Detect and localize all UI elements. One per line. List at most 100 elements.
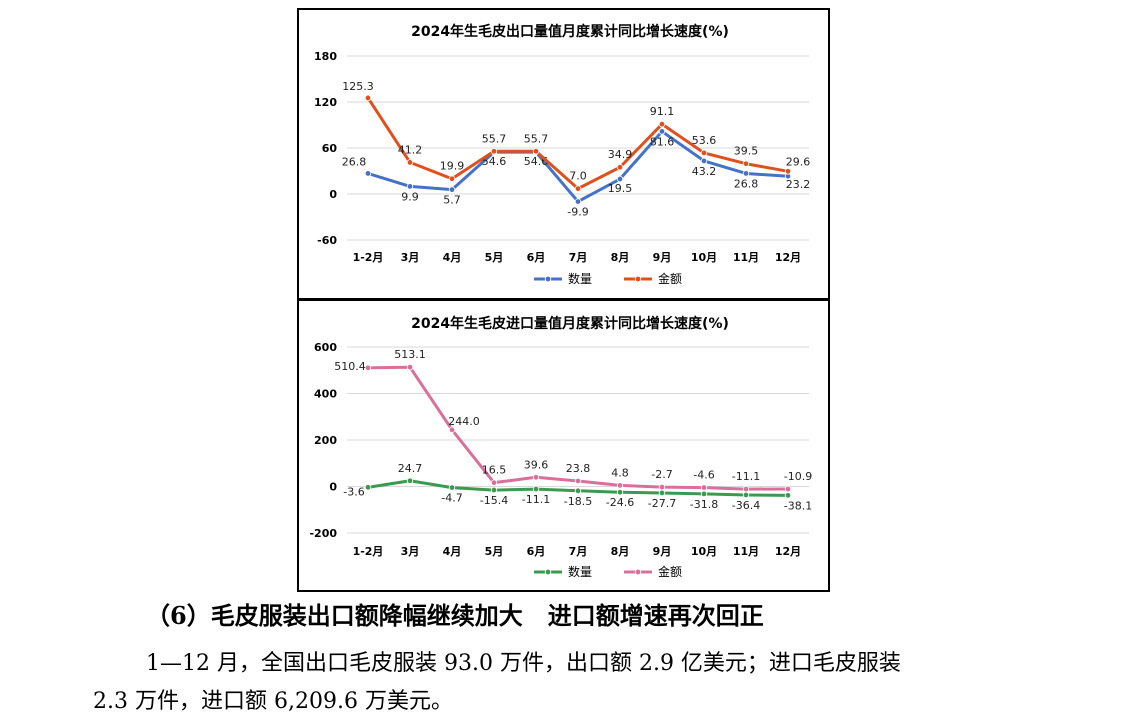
data-label: -11.1 (732, 470, 760, 483)
data-label: -4.6 (693, 469, 714, 482)
x-tick-label: 6月 (527, 545, 546, 558)
data-label: -15.4 (480, 494, 508, 507)
y-tick-label: -60 (317, 234, 337, 247)
x-tick-label: 12月 (775, 545, 801, 558)
data-label: 510.4 (334, 360, 366, 373)
data-point (784, 168, 792, 175)
data-point (616, 164, 624, 171)
data-point (574, 198, 582, 205)
data-label: 26.8 (734, 177, 759, 190)
data-point (742, 160, 750, 167)
data-point (658, 489, 666, 497)
data-point (364, 484, 372, 491)
y-tick-label: 200 (314, 434, 337, 447)
data-label: 54.6 (482, 155, 507, 168)
data-label: -10.9 (784, 470, 812, 483)
x-tick-label: 7月 (569, 545, 588, 558)
y-tick-label: 180 (314, 50, 337, 63)
data-label: 19.9 (440, 160, 465, 173)
data-point (574, 185, 582, 192)
data-label: 55.7 (524, 132, 549, 145)
data-label: 23.2 (786, 178, 811, 191)
data-label: -4.7 (441, 492, 462, 505)
data-label: 23.8 (566, 462, 591, 475)
data-point (574, 477, 582, 485)
x-tick-label: 8月 (611, 251, 630, 264)
data-label: 29.6 (786, 155, 811, 168)
data-point (784, 485, 792, 493)
legend-label: 金额 (658, 564, 682, 579)
data-label: 41.2 (398, 143, 423, 156)
section-heading: （6）毛皮服装出口额降幅继续加大 进口额增速再次回正 (146, 601, 764, 630)
import-chart: 2024年生毛皮进口量值月度累计同比增长速度(%) -200 0 200 400 600 1… (297, 299, 830, 592)
export-chart: 2024年生毛皮出口量值月度累计同比增长速度(%) -60 0 60 120 180 1-2… (297, 8, 830, 300)
x-tick-label: 3月 (401, 545, 420, 558)
data-point (532, 485, 540, 493)
legend-label: 数量 (568, 564, 592, 579)
data-label: -11.1 (522, 493, 550, 506)
data-point (616, 175, 624, 183)
x-tick-label: 7月 (569, 251, 588, 264)
data-label: 26.8 (342, 155, 367, 168)
data-label: -18.5 (564, 495, 592, 508)
export-chart-svg: 2024年生毛皮出口量值月度累计同比增长速度(%) -60 0 60 120 180 1-2… (314, 23, 811, 286)
data-label: 5.7 (443, 194, 461, 207)
data-point (784, 492, 792, 499)
x-tick-label: 11月 (733, 545, 759, 558)
x-tick-label: 9月 (653, 251, 672, 264)
data-point (616, 489, 624, 496)
data-label: -3.6 (343, 485, 364, 498)
y-tick-label: -200 (309, 527, 337, 540)
data-label: 244.0 (448, 415, 480, 428)
x-tick-label: 4月 (443, 545, 462, 558)
legend-label: 数量 (568, 271, 592, 286)
data-label: 34.9 (608, 148, 633, 161)
legend-marker (634, 275, 642, 283)
data-label: 43.2 (692, 165, 717, 178)
data-point (658, 120, 666, 128)
x-tick-label: 11月 (733, 251, 759, 264)
data-point (532, 148, 540, 155)
data-point (448, 484, 456, 491)
data-point (448, 426, 456, 433)
data-point (490, 486, 498, 494)
data-point (490, 148, 498, 155)
data-label: 125.3 (342, 80, 374, 93)
data-label: 7.0 (569, 170, 587, 183)
chart-title: 2024年生毛皮进口量值月度累计同比增长速度(%) (411, 315, 729, 332)
x-tick-label: 1-2月 (353, 251, 384, 264)
data-label: -24.6 (606, 496, 634, 509)
x-tick-label: 4月 (443, 251, 462, 264)
data-point (658, 128, 666, 135)
x-tick-label: 10月 (691, 545, 717, 558)
data-label: -9.9 (567, 206, 588, 219)
legend-marker (634, 568, 642, 576)
legend-marker (544, 568, 552, 576)
x-tick-label: 5月 (485, 251, 504, 264)
data-label: 19.5 (608, 182, 633, 195)
data-point (742, 170, 750, 177)
data-label: -31.8 (690, 498, 718, 511)
paragraph-line-2: 2.3 万件，进口额 6,209.6 万美元。 (93, 689, 453, 714)
chart-title: 2024年生毛皮出口量值月度累计同比增长速度(%) (411, 23, 729, 40)
data-point (448, 175, 456, 182)
legend-label: 金额 (658, 271, 682, 286)
data-point (490, 479, 498, 486)
data-label: -2.7 (651, 468, 672, 481)
data-label: 16.5 (482, 464, 507, 477)
data-point (742, 485, 750, 493)
y-tick-label: 120 (314, 96, 337, 109)
data-point (616, 482, 624, 489)
data-point (532, 474, 540, 481)
data-point (406, 364, 414, 371)
data-point (742, 491, 750, 499)
y-tick-label: 0 (329, 481, 337, 494)
y-tick-label: 600 (314, 341, 337, 354)
data-point (406, 477, 414, 484)
data-label: 9.9 (401, 190, 419, 203)
data-point (700, 149, 708, 157)
x-tick-label: 5月 (485, 545, 504, 558)
data-point (406, 183, 414, 190)
data-point (658, 483, 666, 491)
data-point (700, 484, 708, 491)
